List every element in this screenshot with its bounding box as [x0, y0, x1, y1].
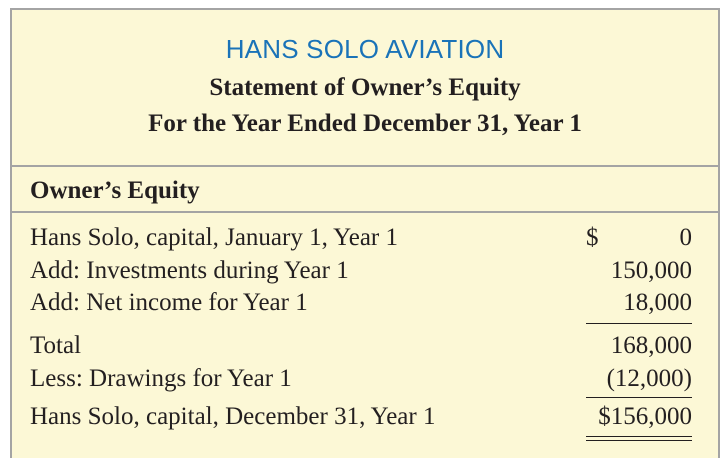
line-item-amount: 168,000: [610, 332, 692, 359]
statement-header: HANS SOLO AVIATION Statement of Owner’s …: [12, 10, 718, 165]
line-item-investments: Add: Investments during Year 1 150,000: [12, 257, 718, 289]
section-divider: [12, 211, 718, 213]
total-double-underline: [586, 436, 692, 441]
subtotal-underline: [586, 323, 692, 324]
line-item-label: Add: Net income for Year 1: [30, 289, 308, 316]
statement-title: Statement of Owner’s Equity: [209, 74, 521, 101]
line-item-amount: (12,000): [606, 365, 692, 392]
line-item-label: Hans Solo, capital, December 31, Year 1: [30, 403, 436, 430]
statement-of-owners-equity: HANS SOLO AVIATION Statement of Owner’s …: [10, 8, 720, 458]
line-item-label: Less: Drawings for Year 1: [30, 365, 292, 392]
line-item-amount: 150,000: [610, 257, 692, 284]
amount-value: 0: [679, 224, 693, 251]
line-item-label: Hans Solo, capital, January 1, Year 1: [30, 224, 398, 251]
statement-period: For the Year Ended December 31, Year 1: [148, 110, 582, 137]
section-title: Owner’s Equity: [30, 177, 200, 204]
line-item-total: Total 168,000: [12, 332, 718, 364]
line-item-label: Add: Investments during Year 1: [30, 257, 349, 284]
line-item-opening-capital: Hans Solo, capital, January 1, Year 1 $ …: [12, 224, 718, 256]
currency-symbol: $: [586, 224, 599, 251]
header-divider: [12, 165, 718, 167]
line-item-amount: $ 0: [586, 224, 692, 252]
drawings-underline: [586, 397, 692, 398]
line-item-drawings: Less: Drawings for Year 1 (12,000): [12, 365, 718, 397]
company-name: HANS SOLO AVIATION: [225, 34, 505, 64]
line-item-net-income: Add: Net income for Year 1 18,000: [12, 289, 718, 321]
line-item-label: Total: [30, 332, 82, 359]
line-item-ending-capital: Hans Solo, capital, December 31, Year 1 …: [12, 403, 718, 435]
line-item-amount: 18,000: [623, 289, 692, 316]
line-item-amount: $156,000: [598, 403, 692, 430]
